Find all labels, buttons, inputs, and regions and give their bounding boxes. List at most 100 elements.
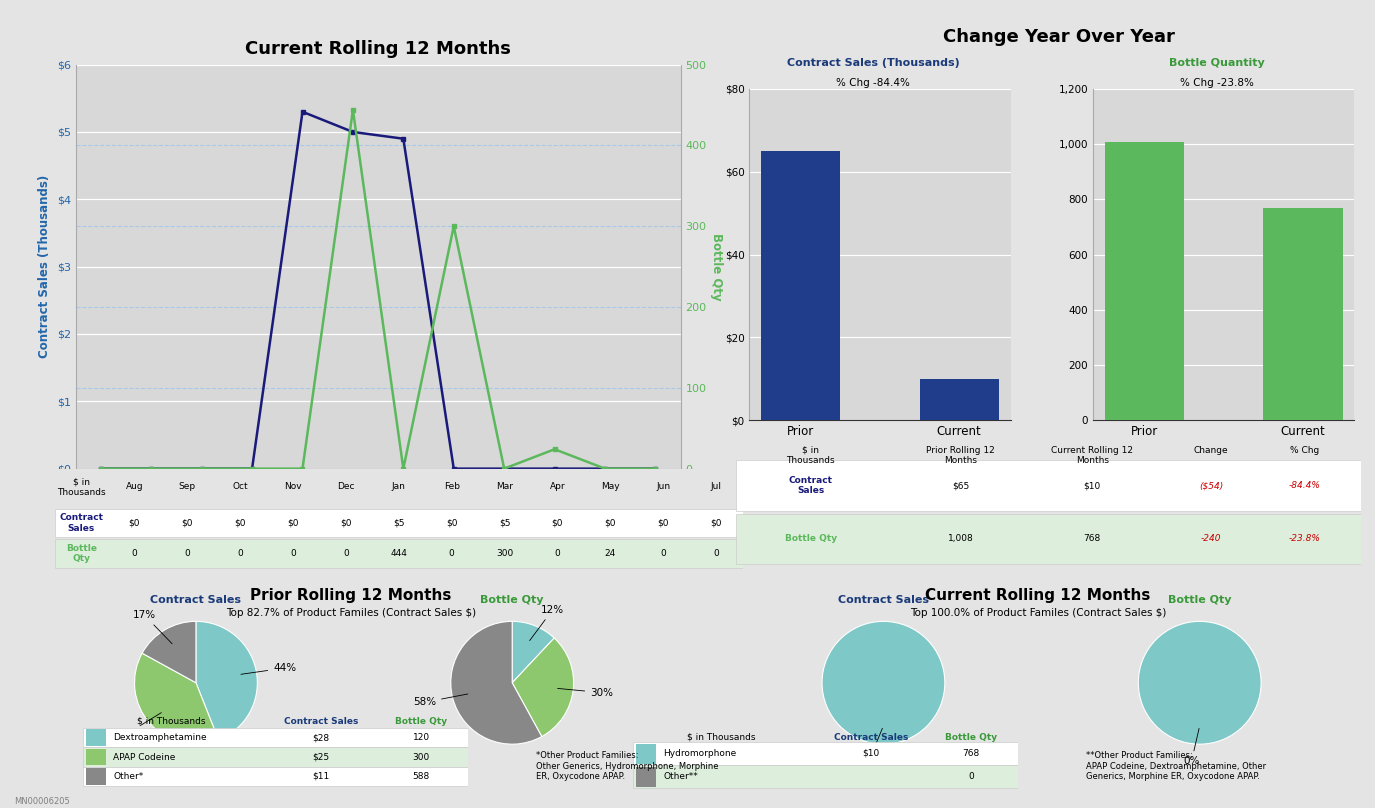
Title: Bottle Qty: Bottle Qty bbox=[480, 595, 544, 605]
Bar bbox=[82, 747, 468, 767]
Text: $ in
Thousands: $ in Thousands bbox=[786, 446, 835, 465]
Wedge shape bbox=[142, 621, 197, 683]
Title: Current Rolling 12 Months: Current Rolling 12 Months bbox=[245, 40, 512, 57]
Text: **Other Product Families:
APAP Codeine, Dextroamphetamine, Other
Generics, Morph: **Other Product Families: APAP Codeine, … bbox=[1086, 751, 1266, 781]
Text: ($54): ($54) bbox=[1199, 481, 1224, 490]
Text: May: May bbox=[601, 482, 620, 491]
Text: 444: 444 bbox=[390, 549, 407, 558]
Bar bbox=[1106, 142, 1184, 420]
Text: APAP Codeine: APAP Codeine bbox=[113, 752, 176, 762]
Text: $0: $0 bbox=[182, 519, 192, 528]
Text: 58%: 58% bbox=[412, 694, 468, 707]
Text: Contract
Sales: Contract Sales bbox=[789, 476, 833, 495]
Text: 588: 588 bbox=[412, 772, 430, 781]
Bar bbox=[55, 469, 742, 509]
Text: $0: $0 bbox=[446, 519, 458, 528]
Text: -84.4%: -84.4% bbox=[1288, 481, 1321, 490]
Text: -23.8%: -23.8% bbox=[1288, 534, 1321, 544]
Wedge shape bbox=[195, 621, 257, 740]
Text: 768: 768 bbox=[962, 749, 980, 758]
Text: 1,008: 1,008 bbox=[947, 534, 973, 544]
Text: 0: 0 bbox=[714, 549, 719, 558]
Text: Aug: Aug bbox=[125, 482, 143, 491]
Text: $0: $0 bbox=[711, 519, 722, 528]
Bar bbox=[637, 744, 656, 764]
Text: $10: $10 bbox=[862, 749, 880, 758]
Text: Current Rolling 12
Months: Current Rolling 12 Months bbox=[1052, 446, 1133, 465]
Text: Contract
Sales: Contract Sales bbox=[59, 513, 103, 533]
Text: % Chg -23.8%: % Chg -23.8% bbox=[1180, 78, 1254, 87]
Title: Contract Sales: Contract Sales bbox=[150, 595, 242, 605]
Text: 44%: 44% bbox=[241, 663, 296, 675]
Bar bbox=[87, 730, 106, 746]
Text: -240: -240 bbox=[1200, 534, 1221, 544]
Title: Bottle Qty: Bottle Qty bbox=[1167, 595, 1232, 605]
Bar bbox=[632, 742, 1018, 765]
Text: Contract Sales: Contract Sales bbox=[835, 733, 909, 742]
Bar bbox=[82, 767, 468, 786]
Text: Jun: Jun bbox=[656, 482, 670, 491]
Bar bbox=[762, 151, 840, 420]
Text: 0: 0 bbox=[554, 549, 560, 558]
Bar bbox=[637, 767, 656, 787]
Bar bbox=[87, 768, 106, 785]
Text: $0: $0 bbox=[551, 519, 564, 528]
Text: MN00006205: MN00006205 bbox=[14, 797, 70, 806]
Wedge shape bbox=[135, 653, 219, 744]
Text: 300: 300 bbox=[496, 549, 513, 558]
Text: $65: $65 bbox=[953, 481, 969, 490]
Text: $0: $0 bbox=[657, 519, 668, 528]
Text: Change: Change bbox=[1194, 446, 1228, 455]
Text: 39%: 39% bbox=[114, 713, 161, 740]
Wedge shape bbox=[512, 638, 573, 737]
Text: 30%: 30% bbox=[558, 688, 613, 697]
Text: Dextroamphetamine: Dextroamphetamine bbox=[113, 733, 206, 743]
Text: $ in
Thousands: $ in Thousands bbox=[58, 477, 106, 497]
Text: 0: 0 bbox=[448, 549, 455, 558]
Text: 0: 0 bbox=[290, 549, 296, 558]
Text: $5: $5 bbox=[393, 519, 404, 528]
Wedge shape bbox=[822, 621, 945, 744]
Text: Bottle Qty: Bottle Qty bbox=[395, 717, 447, 726]
Text: Jul: Jul bbox=[711, 482, 722, 491]
Text: 768: 768 bbox=[1084, 534, 1101, 544]
Text: 12%: 12% bbox=[529, 604, 564, 641]
Bar bbox=[82, 728, 468, 747]
Text: $0: $0 bbox=[605, 519, 616, 528]
Text: $0: $0 bbox=[287, 519, 298, 528]
Wedge shape bbox=[451, 621, 542, 744]
Text: Jan: Jan bbox=[392, 482, 406, 491]
Text: $0: $0 bbox=[129, 519, 140, 528]
Text: 0: 0 bbox=[660, 549, 666, 558]
Text: $ in Thousands: $ in Thousands bbox=[138, 717, 206, 726]
Text: Apr: Apr bbox=[550, 482, 565, 491]
Text: Top 100.0% of Product Familes (Contract Sales $): Top 100.0% of Product Familes (Contract … bbox=[910, 608, 1166, 617]
Text: Sep: Sep bbox=[179, 482, 195, 491]
Bar bbox=[55, 540, 742, 567]
Bar bbox=[55, 509, 742, 537]
Text: Mar: Mar bbox=[496, 482, 513, 491]
Text: Prior Rolling 12
Months: Prior Rolling 12 Months bbox=[927, 446, 996, 465]
Text: $25: $25 bbox=[312, 752, 330, 762]
Text: 0: 0 bbox=[342, 549, 349, 558]
Text: $5: $5 bbox=[499, 519, 510, 528]
Text: 0%: 0% bbox=[1184, 729, 1199, 766]
Text: Contract Sales: Contract Sales bbox=[285, 717, 359, 726]
Y-axis label: Bottle Qty: Bottle Qty bbox=[711, 233, 723, 301]
Text: Other**: Other** bbox=[663, 772, 698, 781]
Text: Bottle Qty: Bottle Qty bbox=[785, 534, 837, 544]
Text: Other*: Other* bbox=[113, 772, 143, 781]
Wedge shape bbox=[1138, 621, 1261, 744]
Text: Oct: Oct bbox=[232, 482, 248, 491]
Text: *Other Product Families:
Other Generics, Hydromorphone, Morphine
ER, Oxycodone A: *Other Product Families: Other Generics,… bbox=[536, 751, 719, 781]
Text: $0: $0 bbox=[340, 519, 352, 528]
Y-axis label: Contract Sales (Thousands): Contract Sales (Thousands) bbox=[38, 175, 51, 358]
Text: Dec: Dec bbox=[337, 482, 355, 491]
Text: 0: 0 bbox=[238, 549, 243, 558]
Text: Contract Sales (Thousands): Contract Sales (Thousands) bbox=[786, 58, 960, 68]
Text: % Chg -84.4%: % Chg -84.4% bbox=[836, 78, 910, 87]
Text: Bottle
Qty: Bottle Qty bbox=[66, 544, 98, 563]
Wedge shape bbox=[512, 621, 554, 683]
Bar bbox=[632, 765, 1018, 788]
Text: Top 82.7% of Product Familes (Contract Sales $): Top 82.7% of Product Familes (Contract S… bbox=[226, 608, 476, 617]
